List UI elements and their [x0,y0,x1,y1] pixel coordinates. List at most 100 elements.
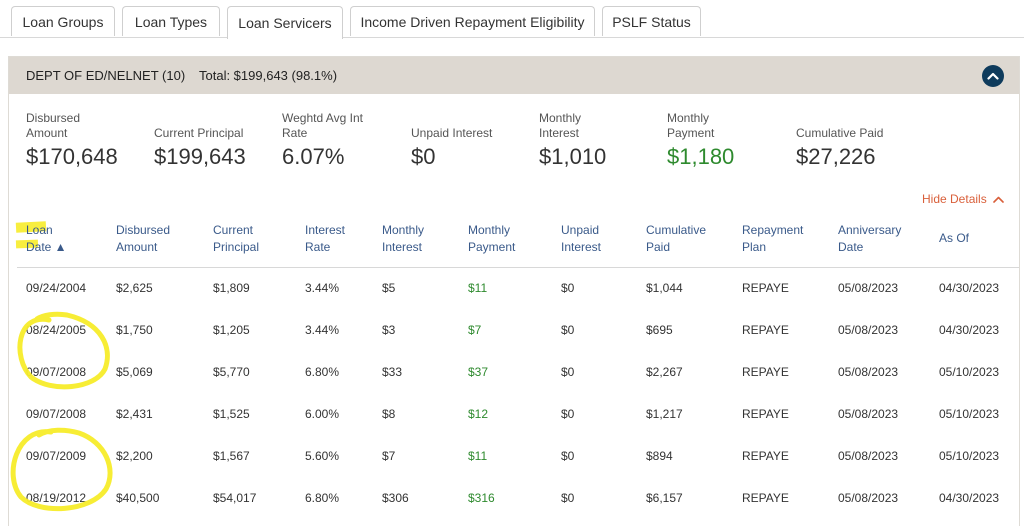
highlighter-circles [10,311,113,512]
cell-monthly-interest: $33 [382,365,403,379]
tab-loan-groups[interactable]: Loan Groups [11,6,115,36]
cell-as-of: 04/30/2023 [939,323,1000,337]
column-header-monthly-payment[interactable]: Monthly Payment [468,223,516,254]
summary-value: $1,010 [539,144,607,169]
column-header-as-of[interactable]: As Of [939,231,970,245]
summary-value: $170,648 [26,144,118,169]
column-header-monthly-interest[interactable]: Monthly Interest [382,223,425,254]
cell-loan-date: 09/07/2008 [26,407,87,421]
cell-interest-rate: 6.00% [305,407,340,421]
cell-current-principal: $1,525 [213,407,250,421]
cell-anniversary-date: 05/08/2023 [838,281,899,295]
column-header-unpaid-interest[interactable]: Unpaid Interest [561,223,602,254]
column-header-interest-rate[interactable]: Interest Rate [305,223,346,254]
cell-current-principal: $1,205 [213,323,250,337]
servicer-panel: DEPT OF ED/NELNET (10) Total: $199,643 (… [8,56,1020,526]
summary-cumulative-paid: Cumulative Paid $27,226 [796,111,906,170]
cell-loan-date: 09/24/2004 [26,281,87,295]
cell-unpaid-interest: $0 [561,323,575,337]
cell-current-principal: $5,770 [213,365,250,379]
cell-loan-date: 08/19/2012 [26,491,87,505]
cell-disbursed-amount: $2,431 [116,407,153,421]
servicer-total: Total: $199,643 (98.1%) [199,68,338,83]
hide-details-link[interactable]: Hide Details [922,192,1004,206]
cell-cumulative-paid: $1,044 [646,281,683,295]
tab-loan-types[interactable]: Loan Types [122,6,220,36]
cell-anniversary-date: 05/08/2023 [838,449,899,463]
cell-interest-rate: 3.44% [305,281,340,295]
cell-cumulative-paid: $6,157 [646,491,683,505]
cell-as-of: 04/30/2023 [939,491,1000,505]
panel-header[interactable]: DEPT OF ED/NELNET (10) Total: $199,643 (… [9,57,1019,94]
cell-as-of: 05/10/2023 [939,365,1000,379]
cell-unpaid-interest: $0 [561,281,575,295]
summary-value: 6.07% [282,144,345,169]
cell-repayment-plan: REPAYE [742,449,789,463]
cell-repayment-plan: REPAYE [742,491,789,505]
cell-cumulative-paid: $894 [646,449,673,463]
summary-label: Current Principal [154,126,244,140]
chevron-up-icon [992,196,1004,203]
cell-disbursed-amount: $5,069 [116,365,153,379]
column-header-disbursed-amount[interactable]: Disbursed Amount [116,223,171,254]
summary-value: $1,180 [667,144,735,169]
summary-current-principal: Current Principal $199,643 [154,111,264,170]
hide-details-label: Hide Details [922,192,987,206]
summary-value: $0 [411,144,436,169]
cell-interest-rate: 6.80% [305,491,340,505]
cell-unpaid-interest: $0 [561,491,575,505]
cell-monthly-interest: $306 [382,491,409,505]
cell-disbursed-amount: $40,500 [116,491,160,505]
chevron-up-icon [987,72,999,80]
cell-as-of: 05/10/2023 [939,449,1000,463]
cell-monthly-interest: $3 [382,323,396,337]
cell-monthly-payment: $37 [468,365,489,379]
tab-loan-servicers[interactable]: Loan Servicers [227,6,343,39]
summary-label: Unpaid Interest [411,126,493,140]
cell-anniversary-date: 05/08/2023 [838,323,899,337]
cell-monthly-payment: $11 [468,281,488,295]
cell-repayment-plan: REPAYE [742,323,789,337]
cell-monthly-payment: $7 [468,323,482,337]
cell-loan-date: 09/07/2009 [26,449,87,463]
summary-unpaid-interest: Unpaid Interest $0 [411,111,521,170]
summary-disbursed-amount: Disbursed Amount $170,648 [26,111,118,170]
summary-value: $27,226 [796,144,876,169]
cell-repayment-plan: REPAYE [742,407,789,421]
cell-current-principal: $1,567 [213,449,250,463]
column-header-cumulative-paid[interactable]: Cumulative Paid [646,223,707,254]
summary-label: Cumulative Paid [796,126,884,140]
summary-label: Disbursed Amount [26,111,81,140]
cell-repayment-plan: REPAYE [742,281,789,295]
summary-label: Monthly Payment [667,111,715,140]
cell-unpaid-interest: $0 [561,449,575,463]
cell-monthly-interest: $5 [382,281,396,295]
cell-interest-rate: 3.44% [305,323,340,337]
cell-monthly-interest: $8 [382,407,396,421]
cell-disbursed-amount: $2,200 [116,449,153,463]
cell-anniversary-date: 05/08/2023 [838,365,899,379]
cell-cumulative-paid: $695 [646,323,673,337]
cell-monthly-payment: $316 [468,491,495,505]
cell-unpaid-interest: $0 [561,365,575,379]
cell-monthly-payment: $11 [468,449,488,463]
cell-unpaid-interest: $0 [561,407,575,421]
cell-as-of: 04/30/2023 [939,281,1000,295]
column-header-anniversary-date[interactable]: Anniversary Date [838,223,902,254]
cell-cumulative-paid: $2,267 [646,365,683,379]
column-header-repayment-plan[interactable]: Repayment Plan [742,223,804,254]
column-header-current-principal[interactable]: Current Principal [213,223,260,254]
cell-repayment-plan: REPAYE [742,365,789,379]
summary-weighted-avg-rate: Weghtd Avg Int Rate 6.07% [282,111,372,170]
column-header-loan-date[interactable]: Loan Date ▲ [26,223,67,254]
cell-anniversary-date: 05/08/2023 [838,407,899,421]
divider [17,267,1019,268]
cell-loan-date: 08/24/2005 [26,323,87,337]
summary-monthly-payment: Monthly Payment $1,180 [667,111,734,170]
summary-monthly-interest: Monthly Interest $1,010 [539,111,606,170]
collapse-button[interactable] [982,65,1004,87]
summary-label: Weghtd Avg Int Rate [282,111,363,140]
tab-pslf-status[interactable]: PSLF Status [602,6,701,36]
cell-as-of: 05/10/2023 [939,407,1000,421]
tab-idr-eligibility[interactable]: Income Driven Repayment Eligibility [350,6,595,36]
